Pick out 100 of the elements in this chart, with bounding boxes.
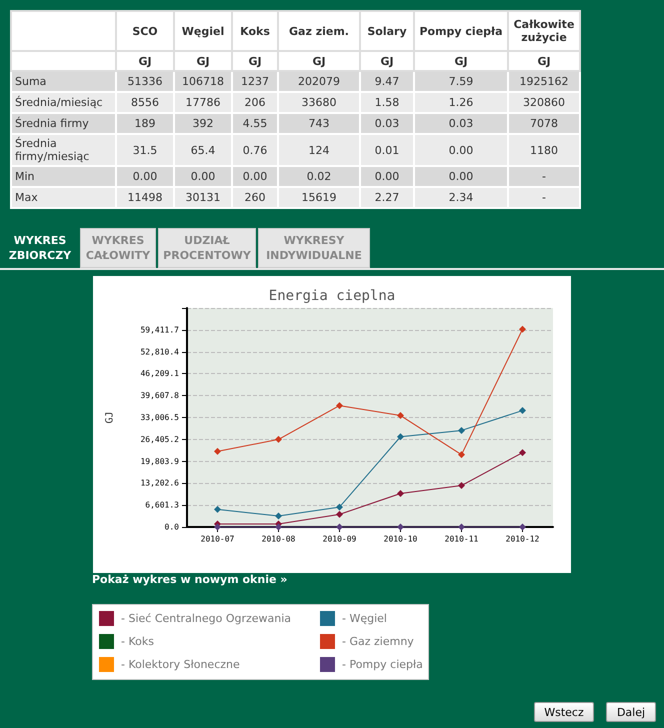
text: Wstecz xyxy=(534,702,594,722)
y-tick-label: 0.0 xyxy=(164,522,180,532)
category-label: Suma xyxy=(15,75,46,88)
text: 4.55 xyxy=(242,117,268,130)
text: 30131 xyxy=(186,191,220,204)
text: - xyxy=(542,191,546,204)
text: 51336 xyxy=(128,75,162,88)
y-tick-label: 19,803.9 xyxy=(140,456,180,466)
x-tick-label: 2010-08 xyxy=(262,534,296,544)
point xyxy=(275,524,282,530)
text: GJ xyxy=(248,54,262,68)
category-label: Średnia firmy/miesiąc xyxy=(15,137,90,163)
point xyxy=(458,524,465,530)
text: WYKRES ZBIORCZY xyxy=(2,228,78,268)
point xyxy=(336,402,343,410)
text: 11498 xyxy=(128,191,162,204)
point xyxy=(519,407,526,414)
text: 1.26 xyxy=(448,96,474,109)
point xyxy=(458,451,465,458)
point xyxy=(214,506,221,513)
y-tick-label: 33,006.5 xyxy=(140,413,180,422)
x-tick-label: 2010-10 xyxy=(384,534,418,544)
point xyxy=(397,490,404,497)
point xyxy=(519,524,526,530)
text: Pokaż wykres w nowym oknie » xyxy=(92,573,288,586)
category-label: Całkowite zużycie xyxy=(508,11,580,51)
point xyxy=(336,510,343,518)
point xyxy=(275,512,282,520)
text: 0.00 xyxy=(448,170,474,183)
text: UDZIAŁ PROCENTOWY xyxy=(158,228,256,268)
y-tick-label: 26,405.2 xyxy=(140,434,180,444)
point xyxy=(519,326,526,333)
text: 9.47 xyxy=(374,75,400,88)
legend-label: - Koks xyxy=(121,635,154,648)
category-label: Min xyxy=(15,170,35,183)
y-axis-title: GJ xyxy=(104,411,116,424)
legend-label: - Pompy ciepła xyxy=(342,658,423,671)
text: 1925162 xyxy=(520,75,568,88)
y-tick-label: 46,209.1 xyxy=(140,369,180,378)
point xyxy=(214,524,221,530)
category-label: Średnia/miesiąc xyxy=(15,96,103,109)
text: 33680 xyxy=(302,96,336,109)
text: 65.4 xyxy=(190,144,216,156)
y-tick-label: 39,607.8 xyxy=(140,391,180,400)
category-label: Koks xyxy=(232,11,278,51)
text: GJ xyxy=(196,54,210,68)
x-tick-label: 2010-12 xyxy=(506,534,540,544)
y-tick-label: 13,202.6 xyxy=(140,478,180,488)
point xyxy=(458,482,465,490)
text: 0.00 xyxy=(374,170,400,183)
text: WYKRES CAŁOWITY xyxy=(80,228,156,268)
text: WYKRESY INDYWIDUALNE xyxy=(258,228,370,268)
point xyxy=(519,449,526,456)
text: 1237 xyxy=(241,75,269,88)
x-tick-label: 2010-07 xyxy=(200,534,235,544)
text: 206 xyxy=(244,96,266,109)
category-label: Średnia firmy xyxy=(15,117,89,130)
text: 2.27 xyxy=(374,191,400,204)
text: 0.03 xyxy=(448,117,474,130)
text: GJ xyxy=(380,54,394,68)
y-tick-label: 59,411.7 xyxy=(140,325,180,334)
point xyxy=(275,436,282,443)
text: 189 xyxy=(134,117,156,130)
point xyxy=(458,426,465,434)
text: 260 xyxy=(244,191,266,204)
point xyxy=(214,448,221,455)
category-label: Max xyxy=(15,191,38,204)
text: - xyxy=(542,170,546,183)
x-tick-label: 2010-09 xyxy=(322,534,357,544)
legend-label: - Węgiel xyxy=(342,612,387,625)
point xyxy=(336,504,343,511)
text: 743 xyxy=(308,117,330,130)
text: 8556 xyxy=(131,96,159,109)
text: 202079 xyxy=(298,75,340,88)
legend-label: - Kolektory Słoneczne xyxy=(121,658,240,671)
x-tick-label: 2010-11 xyxy=(444,534,479,544)
text: 0.02 xyxy=(306,170,332,183)
text: 7.59 xyxy=(448,75,474,88)
text: 0.00 xyxy=(190,170,216,183)
y-tick-label: 52,810.4 xyxy=(140,347,180,356)
y-tick-label: 6,601.3 xyxy=(145,500,180,510)
text: GJ xyxy=(138,54,152,68)
point xyxy=(397,433,404,440)
point xyxy=(336,524,343,530)
text: GJ xyxy=(537,54,551,68)
text: 0.00 xyxy=(242,170,268,183)
legend-label: - Gaz ziemny xyxy=(342,635,414,648)
category-label: Solary xyxy=(360,11,414,51)
text: 31.5 xyxy=(132,144,158,156)
text: 0.03 xyxy=(374,117,400,130)
legend-label: - Sieć Centralnego Ogrzewania xyxy=(121,612,292,625)
text: 0.00 xyxy=(132,170,158,183)
point xyxy=(397,412,404,420)
text: 15619 xyxy=(302,191,336,204)
category-label: Węgiel xyxy=(174,11,232,51)
category-label: Gaz ziem. xyxy=(278,11,360,51)
text: GJ xyxy=(312,54,326,68)
text: 124 xyxy=(308,144,330,156)
text: 1180 xyxy=(530,144,558,156)
text: 106718 xyxy=(182,75,224,88)
